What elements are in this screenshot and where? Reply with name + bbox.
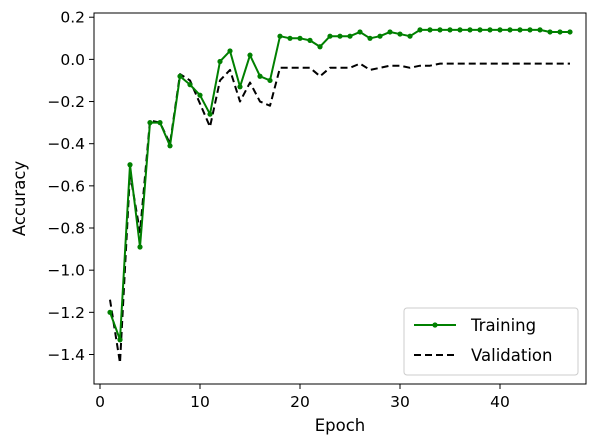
data-point-training [447, 27, 453, 33]
data-point-training [127, 162, 133, 168]
legend: Training Validation [403, 307, 579, 376]
data-point-training [547, 29, 553, 35]
x-tick-label: 10 [190, 393, 210, 411]
data-point-training [527, 27, 533, 33]
series-line-validation [109, 62, 570, 364]
data-point-training [497, 27, 503, 33]
data-point-training [327, 33, 333, 39]
plot-frame [93, 12, 587, 385]
data-point-training [307, 37, 313, 44]
data-point-training [237, 84, 243, 90]
data-point-training [397, 31, 403, 37]
data-point-training [567, 29, 573, 35]
legend-label-training: Training [470, 316, 536, 335]
data-point-training [457, 27, 463, 33]
data-point-training [467, 27, 473, 33]
y-tick-label: −0.8 [47, 220, 85, 238]
data-point-training [437, 27, 443, 33]
data-point-training [427, 27, 433, 33]
y-tick-label: −1.0 [47, 262, 85, 280]
data-point-training [217, 58, 223, 65]
y-tick-label: −0.2 [47, 93, 85, 111]
data-point-training [407, 33, 413, 39]
x-tick-label: 0 [95, 393, 105, 411]
data-point-training [517, 27, 523, 33]
y-axis-title: Accuracy [10, 161, 29, 237]
y-tick-label: 0.0 [60, 51, 85, 69]
x-axis: 0 10 20 30 40 [95, 384, 510, 411]
data-point-training [487, 27, 493, 33]
data-point-training [177, 73, 183, 79]
data-point-training [537, 27, 543, 33]
legend-label-validation: Validation [471, 346, 552, 365]
data-point-training [147, 120, 153, 126]
data-point-training [267, 77, 273, 84]
data-point-training [117, 337, 123, 343]
y-tick-label: 0.2 [60, 9, 85, 27]
data-point-training [287, 35, 293, 41]
y-axis: −1.4 −1.2 −1.0 −0.8 −0.6 −0.4 −0.2 0.0 0.2 [47, 9, 94, 364]
x-tick-label: 40 [490, 393, 510, 411]
data-point-training [417, 27, 423, 33]
data-point-training [187, 82, 193, 88]
data-point-training [507, 27, 513, 33]
data-point-training [377, 33, 383, 39]
data-point-training [247, 52, 253, 58]
data-point-training [167, 143, 173, 149]
data-point-training [257, 73, 263, 79]
y-tick-label: −1.4 [47, 346, 85, 364]
data-point-training [317, 44, 323, 50]
y-tick-label: −0.6 [47, 177, 85, 195]
data-point-training [157, 120, 163, 126]
data-point-training [557, 29, 563, 35]
data-point-training [297, 35, 303, 41]
series-layer [107, 27, 573, 364]
x-tick-label: 30 [390, 393, 410, 411]
data-point-training [387, 29, 393, 35]
x-axis-title: Epoch [315, 416, 366, 435]
data-point-training [107, 309, 113, 315]
data-point-training [367, 35, 373, 41]
data-point-training [337, 33, 343, 39]
legend-marker-training [432, 322, 438, 328]
data-point-training [227, 48, 233, 54]
data-point-training [197, 92, 203, 98]
data-point-training [137, 244, 143, 250]
data-point-training [477, 27, 483, 33]
data-point-training [347, 33, 353, 39]
data-point-training [277, 33, 283, 39]
x-tick-label: 20 [290, 393, 310, 411]
y-tick-label: −0.4 [47, 135, 85, 153]
y-tick-label: −1.2 [47, 304, 85, 322]
data-point-training [207, 111, 213, 117]
data-point-training [357, 29, 363, 35]
